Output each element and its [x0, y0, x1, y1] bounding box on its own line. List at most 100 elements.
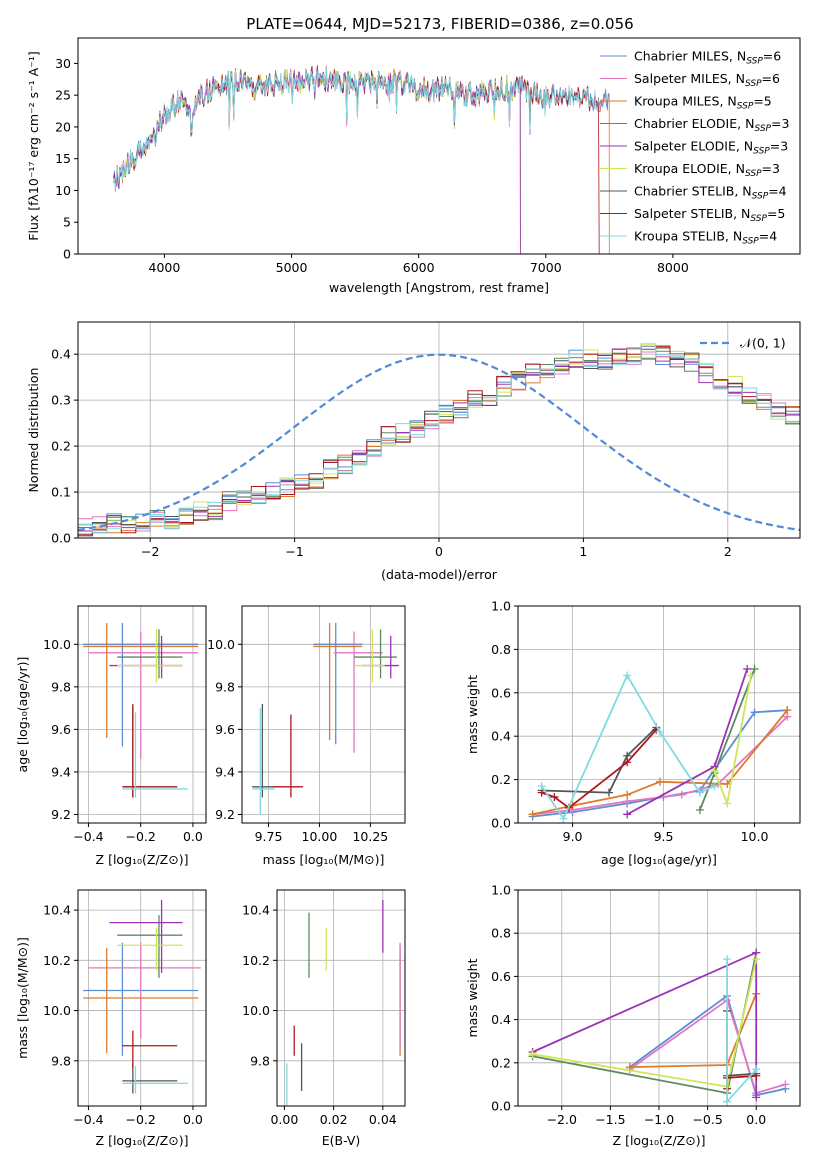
axes-0: 4000 5000 6000 7000 8000 0 5 10 15 20 25 30 waveleng…: [26, 37, 801, 295]
y-tick-label: 0.4: [491, 729, 511, 744]
data-point: [528, 810, 537, 819]
y-tick-label: 0.0: [51, 531, 71, 546]
x-tick-label: 0.0: [746, 1112, 766, 1127]
data-point: [752, 1065, 761, 1074]
y-tick-label: 0.4: [491, 1012, 511, 1027]
axes-frame: [77, 889, 207, 1107]
legend-entry: Salpeter MILES, NSSP=6: [634, 71, 780, 89]
data-point: [655, 777, 664, 786]
series-line: [541, 729, 657, 809]
y-tick-label: 9.6: [215, 722, 235, 737]
data-point: [623, 810, 632, 819]
x-axis-label: age [log₁₀(age/yr)]: [601, 852, 717, 867]
x-tick-label: −2.0: [547, 1112, 577, 1127]
legend-entry: Chabrier ELODIE, NSSP=3: [634, 116, 789, 134]
x-tick-label: 0.00: [270, 1112, 298, 1127]
y-tick-label: 5: [63, 215, 71, 230]
y-tick-label: 0.3: [51, 393, 71, 408]
y-tick-label: 9.8: [215, 679, 235, 694]
spectrum-kroupa-stelib: [113, 68, 599, 191]
data-point: [710, 782, 719, 791]
data-point: [746, 671, 755, 680]
histogram-chabrier-elodie: [78, 349, 800, 531]
spectrum-salpeter-elodie: [113, 66, 521, 254]
axes-1: −2 −1 0 1 2 0.0 0.1 0.2 0.3 0.4 (data-model)/error…: [26, 321, 801, 582]
data-point: [752, 1093, 761, 1102]
x-tick-label: 0.0: [183, 829, 203, 844]
x-tick-label: −0.4: [73, 1112, 103, 1127]
y-tick-label: 10.0: [207, 637, 235, 652]
y-tick-label: 1.0: [491, 599, 511, 614]
axes-frame: [241, 605, 406, 824]
x-tick-label: 0.02: [320, 1112, 348, 1127]
y-axis-label: age [log₁₀(age/yr)]: [15, 657, 30, 773]
data-point: [752, 955, 761, 964]
data-point: [604, 788, 613, 797]
x-tick-label: 10.00: [302, 829, 338, 844]
y-tick-label: 10.4: [43, 903, 71, 918]
axes-5: −0.4 −0.2 0.0 9.8 10.0 10.2 10.4 Z [log₁₀(Z/Z⊙)…: [15, 889, 207, 1148]
data-point: [695, 805, 704, 814]
series-line: [532, 709, 788, 816]
y-axis-label: mass weight: [465, 675, 480, 754]
x-tick-label: −0.4: [73, 829, 103, 844]
y-axis-label: Flux [fλ10⁻¹⁷ erg cm⁻² s⁻¹ A⁻¹]: [26, 51, 41, 240]
y-tick-label: 1.0: [491, 883, 511, 898]
axes-7: −2.0 −1.5 −1.0 −0.5 0.0 0.0 0.2 0.4 0.6 0.8 1.0 Z […: [465, 883, 801, 1148]
x-tick-label: 2: [724, 544, 732, 559]
legend-entry: 𝒩(0, 1): [740, 336, 786, 351]
y-tick-label: 0.6: [491, 969, 511, 984]
x-axis-label: (data-model)/error: [381, 567, 498, 582]
x-tick-label: 4000: [149, 260, 181, 275]
y-axis-label: mass weight: [465, 958, 480, 1037]
data-point: [677, 790, 686, 799]
x-axis-label: wavelength [Angstrom, rest frame]: [329, 280, 549, 295]
data-point: [623, 790, 632, 799]
x-tick-label: 10.0: [741, 829, 769, 844]
data-point: [781, 1080, 790, 1089]
axes-frame: [276, 889, 406, 1107]
x-tick-label: −1: [285, 544, 303, 559]
y-tick-label: 15: [55, 151, 71, 166]
x-tick-label: 6000: [403, 260, 435, 275]
histogram-kroupa-elodie: [78, 343, 800, 529]
data-point: [623, 758, 632, 767]
figure-title: PLATE=0644, MJD=52173, FIBERID=0386, z=0…: [246, 15, 633, 33]
data-point: [695, 788, 704, 797]
y-tick-label: 10.0: [242, 1003, 270, 1018]
y-tick-label: 9.4: [51, 764, 71, 779]
axes-frame: [77, 605, 207, 824]
data-point: [783, 706, 792, 715]
x-tick-label: −2: [141, 544, 159, 559]
data-point: [623, 671, 632, 680]
legend-entry: Chabrier MILES, NSSP=6: [634, 49, 781, 67]
y-axis-label: Normed distribution: [26, 368, 41, 493]
y-tick-label: 0.0: [491, 1099, 511, 1114]
legend-entry: Kroupa MILES, NSSP=5: [634, 94, 772, 112]
data-point: [710, 766, 719, 775]
x-tick-label: −1.0: [644, 1112, 674, 1127]
axes-frame: [517, 605, 801, 824]
histogram-kroupa-stelib: [78, 345, 800, 533]
y-tick-label: 9.6: [51, 722, 71, 737]
y-tick-label: 0.8: [491, 926, 511, 941]
data-point: [723, 955, 732, 964]
legend-entry: Salpeter STELIB, NSSP=5: [634, 206, 785, 224]
y-tick-label: 10.4: [242, 903, 270, 918]
y-tick-label: 10.2: [242, 953, 270, 968]
axes-2: −0.4 −0.2 0.0 9.2 9.4 9.6 9.8 10.0 Z [log₁₀(Z/Z⊙…: [15, 605, 207, 867]
x-axis-label: Z [log₁₀(Z/Z⊙)]: [613, 1133, 706, 1148]
y-axis-label: mass [log₁₀(M/M⊙)]: [15, 937, 30, 1059]
y-tick-label: 0.0: [491, 816, 511, 831]
x-tick-label: 5000: [276, 260, 308, 275]
y-tick-label: 9.8: [51, 679, 71, 694]
y-tick-label: 30: [55, 56, 71, 71]
y-tick-label: 0.2: [491, 1055, 511, 1070]
histogram-salpeter-elodie: [78, 346, 800, 532]
x-tick-label: 8000: [657, 260, 689, 275]
axes-6: 0.00 0.02 0.04 9.8 10.0 10.2 10.4 E(B-V): [242, 889, 406, 1148]
data-point: [559, 814, 568, 823]
y-tick-label: 9.8: [250, 1053, 270, 1068]
x-axis-label: mass [log₁₀(M/M⊙)]: [263, 852, 385, 867]
